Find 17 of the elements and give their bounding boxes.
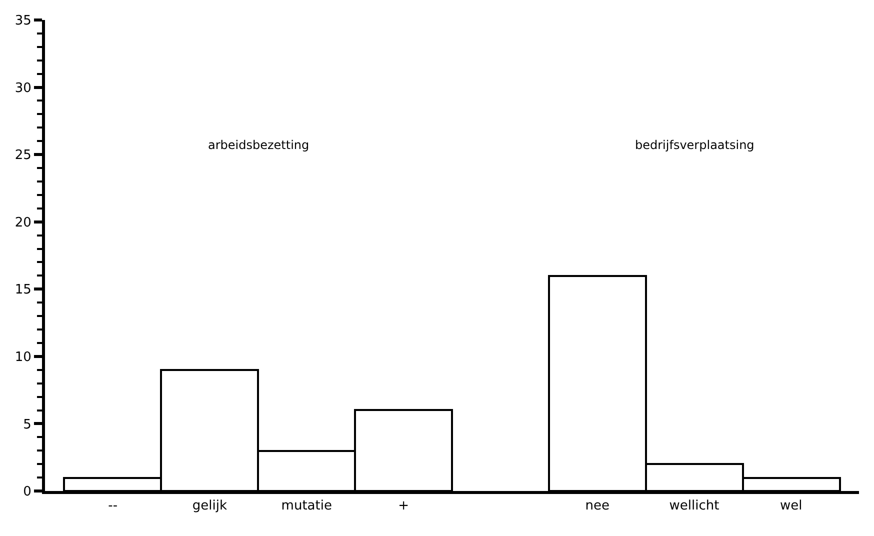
annotation: arbeidsbezetting (208, 138, 310, 152)
y-tick-label: 30 (14, 80, 32, 96)
x-tick-label: wellicht (669, 498, 720, 514)
y-tick-label: 25 (14, 148, 32, 164)
x-tick-label: mutatie (281, 498, 332, 514)
y-tick-label: 5 (23, 417, 32, 432)
x-tick-label: wel (780, 498, 802, 514)
x-tick-label: -- (108, 498, 118, 514)
y-tick-label: 10 (14, 350, 32, 365)
y-tick-label: 15 (14, 282, 32, 298)
x-tick-label: gelijk (192, 498, 228, 514)
y-tick-label: 0 (23, 484, 32, 500)
annotation: bedrijfsverplaatsing (635, 138, 754, 152)
x-tick-label: nee (585, 498, 610, 514)
y-tick-label: 20 (14, 215, 32, 230)
x-tick-label: + (398, 498, 410, 514)
y-tick-label: 35 (14, 14, 32, 29)
